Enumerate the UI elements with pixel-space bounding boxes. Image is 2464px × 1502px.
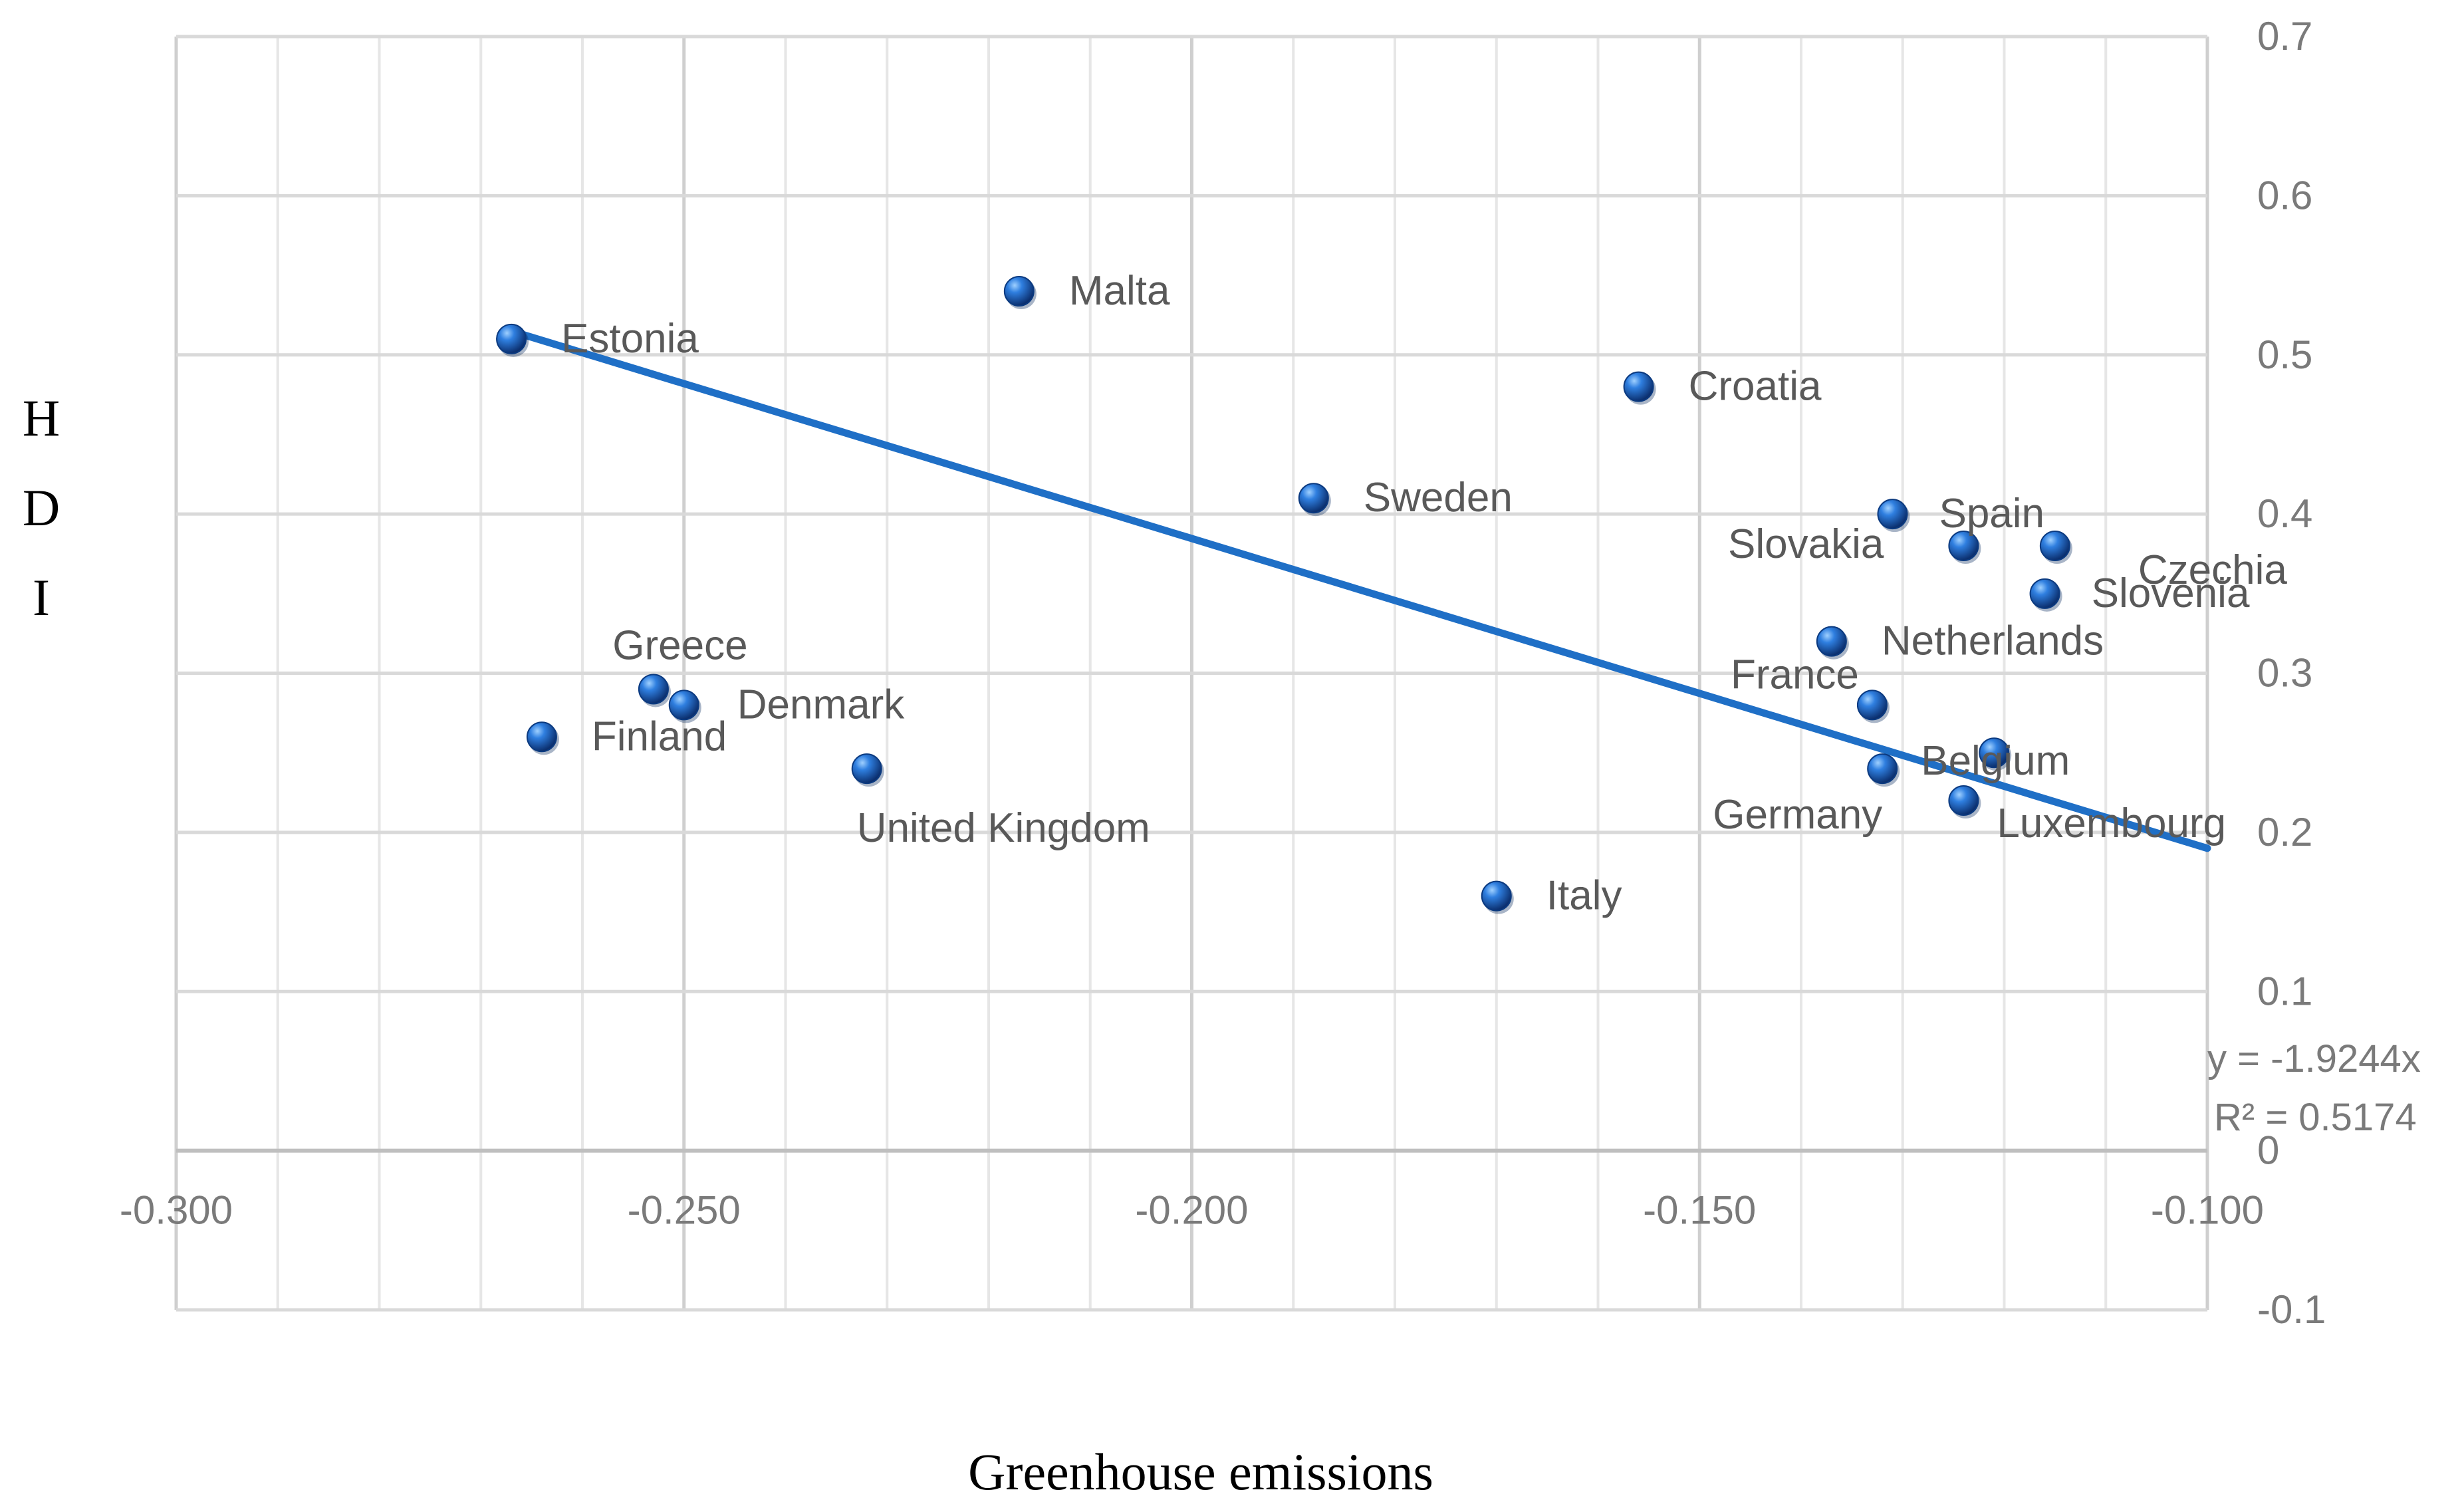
data-point <box>526 721 557 753</box>
data-point <box>1623 371 1654 402</box>
point-label: Finland <box>592 713 727 759</box>
trendline <box>507 327 2211 852</box>
points-group <box>496 276 2072 914</box>
point-label: Czechia <box>2138 547 2288 593</box>
point-label: Estonia <box>561 316 699 362</box>
point-label: Denmark <box>737 682 906 727</box>
y-tick-label: 0.3 <box>2257 651 2312 695</box>
point-label: Slovakia <box>1728 521 1884 567</box>
y-tick-label: 0.4 <box>2257 491 2312 536</box>
x-tick-label: -0.150 <box>1643 1188 1756 1233</box>
data-point <box>668 689 699 721</box>
r-squared-text: R² = 0.5174 <box>2214 1096 2417 1139</box>
x-tick-label: -0.250 <box>628 1188 741 1233</box>
y-axis-title-letter-d: D <box>23 479 60 537</box>
y-tick-label: 0.6 <box>2257 173 2312 217</box>
point-label: Slovenia <box>2092 570 2250 616</box>
data-point <box>1979 737 2010 769</box>
y-tick-label: 0.5 <box>2257 332 2312 377</box>
y-tick-label: 0.7 <box>2257 14 2312 59</box>
y-tick-label: 0.2 <box>2257 810 2312 854</box>
data-point <box>1003 276 1035 307</box>
data-point <box>2039 531 2070 561</box>
data-point <box>1481 880 1512 912</box>
data-point <box>1856 689 1888 721</box>
x-tick-label: -0.300 <box>120 1188 233 1233</box>
data-point <box>496 323 527 354</box>
grid <box>174 35 2209 1312</box>
point-label: Germany <box>1713 792 1882 838</box>
point-label: Spain <box>1939 491 2044 537</box>
point-label: Greece <box>612 622 747 668</box>
y-tick-label: -0.1 <box>2257 1287 2326 1332</box>
data-point <box>1816 626 1847 657</box>
data-point <box>1298 483 1329 514</box>
y-tick-label: 0 <box>2257 1128 2279 1173</box>
data-point <box>1948 531 1979 561</box>
point-label: United Kingdom <box>857 805 1150 851</box>
point-label: Sweden <box>1364 475 1513 521</box>
point-label: Netherlands <box>1882 618 2104 664</box>
y-axis-title-letter-h: H <box>23 389 60 447</box>
trendline-group <box>507 327 2211 852</box>
point-label: Italy <box>1546 873 1622 919</box>
x-tick-label: -0.100 <box>2151 1188 2264 1233</box>
x-tick-label: -0.200 <box>1135 1188 1248 1233</box>
data-point <box>851 753 882 785</box>
point-label: Croatia <box>1689 364 1822 410</box>
axes: -0.300 -0.250 -0.200 -0.150 -0.100 0.7 0.6 0.5 0… <box>120 14 2326 1332</box>
data-point <box>1867 753 1898 785</box>
data-point <box>638 674 669 705</box>
data-point <box>1948 785 1979 816</box>
y-tick-label: 0.1 <box>2257 969 2312 1013</box>
point-label: France <box>1731 652 1859 697</box>
point-label: Malta <box>1069 268 1170 314</box>
x-axis-title: Greenhouse emissions <box>968 1443 1433 1501</box>
point-label: Belgium <box>1921 738 2070 784</box>
equation-text: y = -1.9244x <box>2207 1037 2421 1080</box>
y-axis-title-letter-i: I <box>33 568 50 626</box>
data-point <box>2029 578 2060 609</box>
point-labels: Estonia Malta Croatia Sweden Spain Slovakia Cz… <box>561 268 2287 919</box>
data-point <box>1877 499 1908 530</box>
point-label: Luxembourg <box>1997 801 2226 846</box>
